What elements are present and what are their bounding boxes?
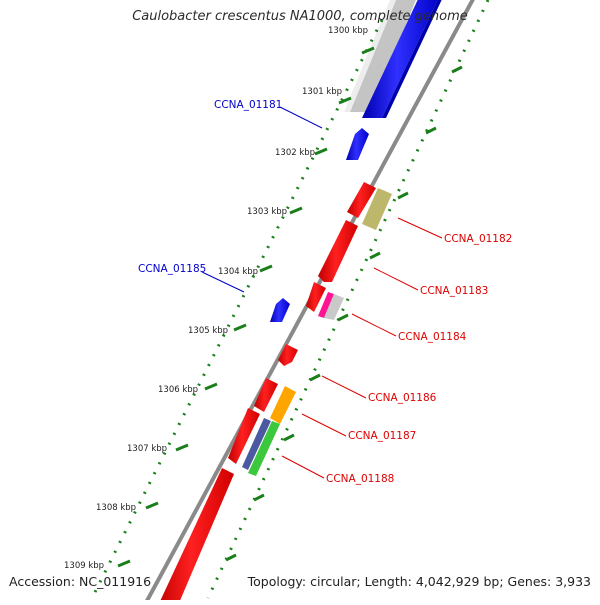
tick-label-1301: 1301 kbp bbox=[302, 87, 342, 97]
gene-ccna-01186-b bbox=[254, 378, 278, 412]
tick-label-1305: 1305 kbp bbox=[188, 326, 228, 336]
gene-ccna-01182 bbox=[347, 182, 376, 218]
gene-ccna-01188-a bbox=[242, 418, 271, 470]
gene-label-ccna-01183: CCNA_01183 bbox=[420, 285, 488, 297]
gene-label-ccna-01182: CCNA_01182 bbox=[444, 233, 512, 245]
gene-label-ccna-01185: CCNA_01185 bbox=[138, 263, 206, 275]
tick-label-1303: 1303 kbp bbox=[247, 207, 287, 217]
tick-label-1308: 1308 kbp bbox=[96, 503, 136, 513]
gene-ccna-01187 bbox=[270, 386, 296, 424]
tick-labels: 1300 kbp 1301 kbp 1302 kbp 1303 kbp 1304… bbox=[64, 26, 368, 571]
reverse-genes bbox=[158, 182, 392, 605]
tick-label-1309: 1309 kbp bbox=[64, 561, 104, 571]
gene-long-red-bottom bbox=[158, 468, 234, 605]
genome-summary: Topology: circular; Length: 4,042,929 bp… bbox=[247, 574, 591, 589]
gene-label-ccna-01186: CCNA_01186 bbox=[368, 392, 437, 404]
label-connectors bbox=[201, 106, 443, 479]
tick-label-1300: 1300 kbp bbox=[328, 26, 368, 36]
gene-ccna-01182-product bbox=[362, 188, 392, 230]
tick-label-1307: 1307 kbp bbox=[127, 444, 167, 454]
forward-genes bbox=[270, 128, 369, 322]
gene-ccna-01183 bbox=[318, 220, 358, 282]
gene-label-ccna-01187: CCNA_01187 bbox=[348, 430, 416, 442]
gene-ccna-01187-b bbox=[228, 408, 260, 464]
gene-ccna-01184-a bbox=[306, 282, 326, 312]
gene-ccna-01184-b bbox=[318, 292, 334, 318]
gene-ccna-01184-c bbox=[324, 294, 344, 320]
accession-label: Accession: NC_011916 bbox=[9, 574, 152, 589]
feature-band-top bbox=[344, 0, 442, 118]
gene-label-ccna-01181: CCNA_01181 bbox=[214, 99, 282, 111]
gene-label-ccna-01184: CCNA_01184 bbox=[398, 331, 467, 343]
map-title: Caulobacter crescentus NA1000, complete … bbox=[132, 9, 468, 24]
major-ticks bbox=[117, 46, 463, 568]
gene-ccna-01186 bbox=[278, 344, 298, 366]
tick-label-1304: 1304 kbp bbox=[218, 267, 258, 277]
gene-ccna-01185 bbox=[270, 298, 290, 322]
tick-label-1302: 1302 kbp bbox=[275, 148, 315, 158]
gene-labels: CCNA_01181 CCNA_01185 CCNA_01182 CCNA_01… bbox=[138, 99, 512, 485]
tick-label-1306: 1306 kbp bbox=[158, 385, 198, 395]
gene-ccna-01188-b bbox=[248, 421, 280, 476]
gene-label-ccna-01188: CCNA_01188 bbox=[326, 473, 394, 485]
gene-ccna-01181 bbox=[346, 128, 369, 160]
